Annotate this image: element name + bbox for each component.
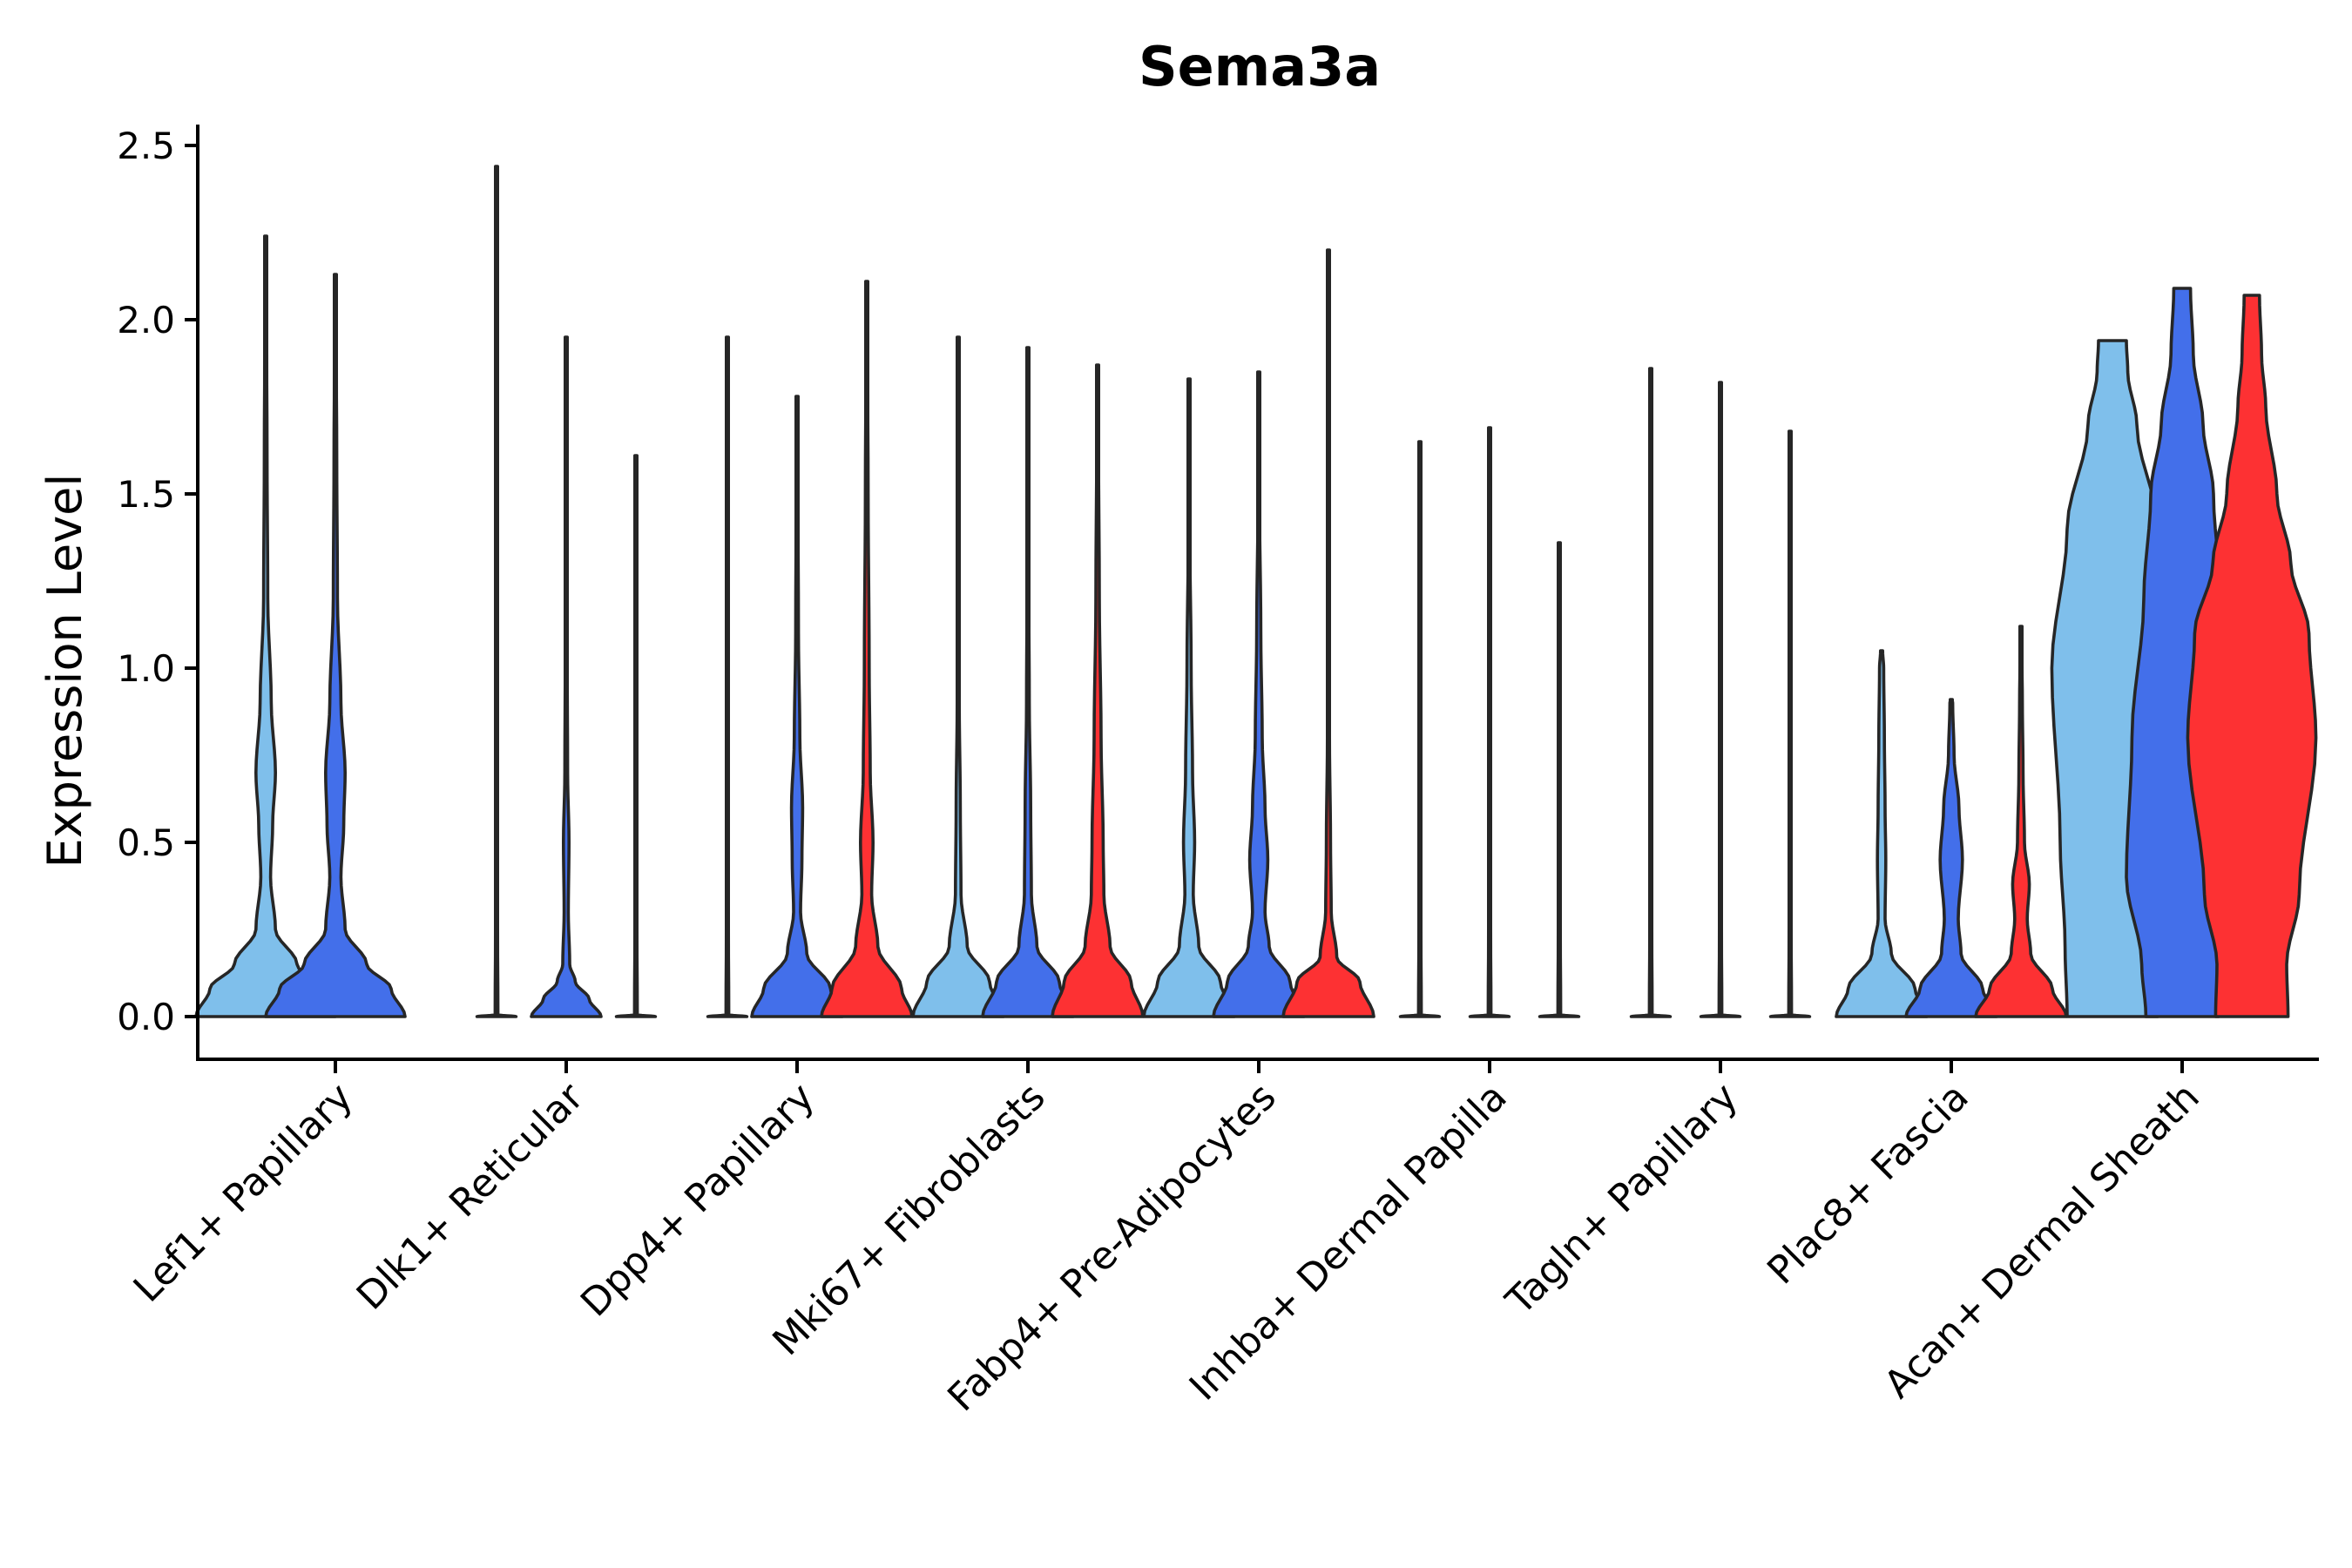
violin-mki67-fibroblasts-3 [1051, 363, 1145, 1018]
violin-lef1-papillary-1 [194, 234, 337, 1018]
violin-acan-dermal-sheath-3 [2186, 294, 2318, 1018]
violin-dpp4-papillary-2 [750, 395, 844, 1018]
violin-dpp4-papillary-3 [820, 280, 914, 1018]
violin-plac8-fascia-2 [1904, 698, 1998, 1018]
violin-plac8-fascia-3 [1974, 625, 2068, 1018]
y-tick-label: 2.5 [117, 125, 175, 167]
y-axis-label: Expression Level [37, 474, 92, 868]
violin-layer [194, 165, 2318, 1018]
violin-mki67-fibroblasts-2 [981, 346, 1075, 1018]
y-tick-label: 0.5 [117, 821, 175, 864]
violin-fabp4-pre-adipocytes-3 [1281, 248, 1375, 1018]
violin-dlk1-reticular-1 [475, 165, 518, 1018]
chart-title: Sema3a [1139, 35, 1381, 98]
y-tick-label: 0.0 [117, 996, 175, 1038]
violin-fabp4-pre-adipocytes-1 [1142, 377, 1236, 1018]
violin-dlk1-reticular-2 [530, 335, 603, 1018]
x-tick-label: Tagln+ Papillary [1497, 1075, 1747, 1324]
violin-inhba-dermal-papilla-3 [1538, 541, 1581, 1018]
x-tick-label: Dpp4+ Papillary [572, 1075, 823, 1326]
x-tick-label: Dlk1+ Reticular [348, 1074, 593, 1319]
violin-tagln-papillary-3 [1768, 429, 1812, 1018]
violin-inhba-dermal-papilla-1 [1398, 440, 1442, 1018]
y-tick-label: 1.5 [117, 473, 175, 516]
violin-dlk1-reticular-3 [614, 454, 658, 1018]
y-tick-label: 2.0 [117, 299, 175, 341]
violin-dpp4-papillary-1 [706, 335, 749, 1018]
y-tick-label: 1.0 [117, 647, 175, 690]
x-tick-label: Lef1+ Papillary [125, 1075, 362, 1311]
violin-tagln-papillary-1 [1629, 367, 1673, 1018]
violin-fabp4-pre-adipocytes-2 [1212, 370, 1306, 1018]
violin-plac8-fascia-1 [1835, 649, 1929, 1018]
violin-mki67-fibroblasts-1 [911, 335, 1005, 1018]
violin-inhba-dermal-papilla-2 [1468, 426, 1511, 1018]
violin-lef1-papillary-2 [264, 273, 407, 1018]
x-tick-label: Plac8+ Fascia [1759, 1075, 1977, 1294]
y-ticks: 0.0 0.5 1.0 1.5 2.0 2.5 [117, 125, 198, 1038]
violin-tagln-papillary-2 [1699, 381, 1742, 1018]
